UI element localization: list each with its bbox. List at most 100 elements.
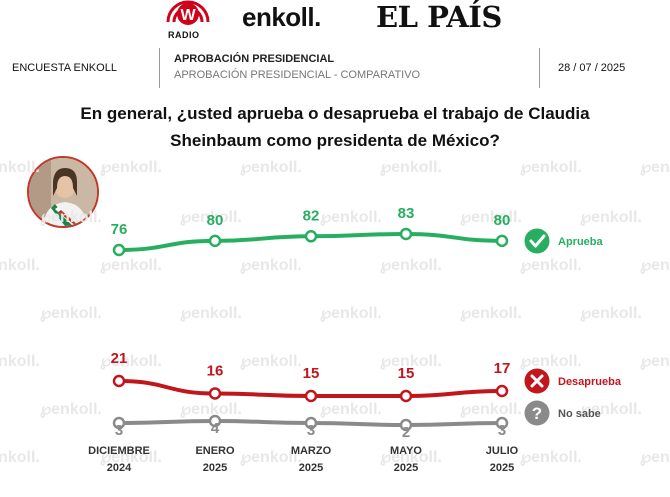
header-bar: ENCUESTA ENKOLL APROBACIÓN PRESIDENCIAL … <box>0 48 670 88</box>
survey-date: 28 / 07 / 2025 <box>558 62 626 74</box>
w-radio-logo: W <box>166 0 210 25</box>
question-line-1: En general, ¿usted aprueba o desaprueba … <box>80 104 590 123</box>
watermark-text: ℘enkoll. <box>520 159 582 176</box>
data-point <box>112 416 126 430</box>
data-point <box>495 416 509 430</box>
watermark-text: ℘enkoll. <box>240 257 302 274</box>
enkoll-logo: enkoll. <box>242 2 321 32</box>
watermark-text: ℘enkoll. <box>0 353 40 370</box>
x-tick-label: MARZO <box>291 445 332 457</box>
watermark-text: ℘enkoll. <box>640 257 670 274</box>
data-point <box>399 227 413 241</box>
data-label: 4 <box>211 420 220 437</box>
data-label: 76 <box>111 221 128 238</box>
watermark-text: ℘enkoll. <box>40 305 102 322</box>
chart-title: APROBACIÓN PRESIDENCIAL <box>174 53 335 65</box>
data-point <box>495 384 509 398</box>
legend-label: Desaprueba <box>558 376 622 388</box>
question-icon <box>524 400 550 426</box>
legend-item-aprueba: Aprueba <box>524 228 604 254</box>
watermark-text: ℘enkoll. <box>240 449 302 466</box>
watermark-text: ℘enkoll. <box>0 449 40 466</box>
data-label: 16 <box>207 363 224 380</box>
watermark-text: ℘enkoll. <box>640 449 670 466</box>
watermark-text: ℘enkoll. <box>640 159 670 176</box>
data-label: 82 <box>303 207 320 224</box>
watermark-text: ℘enkoll. <box>380 353 442 370</box>
watermark-text: ℘enkoll. <box>580 305 642 322</box>
check-icon <box>524 228 550 254</box>
data-point <box>304 416 318 430</box>
watermark-text: ℘enkoll. <box>0 159 40 176</box>
x-tick-label: 2024 <box>107 462 132 474</box>
watermark-text: ℘enkoll. <box>380 159 442 176</box>
watermark-text: ℘enkoll. <box>460 401 522 418</box>
data-label: 17 <box>494 360 511 377</box>
svg-text:?: ? <box>532 404 542 423</box>
question-text: En general, ¿usted aprueba o desaprueba … <box>0 100 670 154</box>
data-label: 3 <box>498 422 506 439</box>
logo-bar: W RADIO enkoll. EL PAÍS <box>0 0 670 44</box>
watermark-text: ℘enkoll. <box>380 449 442 466</box>
data-label: 3 <box>307 422 315 439</box>
watermark-text: ℘enkoll. <box>240 353 302 370</box>
legend-label: Aprueba <box>558 236 604 248</box>
watermark-text: ℘enkoll. <box>320 209 382 226</box>
watermark-text: ℘enkoll. <box>100 449 162 466</box>
watermark-text: ℘enkoll. <box>100 257 162 274</box>
data-point <box>208 387 222 400</box>
data-point <box>304 230 318 243</box>
svg-text:W: W <box>180 7 196 24</box>
data-label: 83 <box>398 205 415 222</box>
x-tick-label: ENERO <box>195 445 235 457</box>
president-avatar <box>27 156 99 228</box>
data-label: 15 <box>398 365 415 382</box>
x-tick-label: DICIEMBRE <box>88 445 150 457</box>
watermark-text: ℘enkoll. <box>580 209 642 226</box>
watermark-text: ℘enkoll. <box>320 305 382 322</box>
elpais-logo: EL PAÍS <box>376 0 502 34</box>
radio-label: RADIO <box>168 30 200 40</box>
x-tick-label: 2025 <box>299 462 323 474</box>
data-point <box>208 414 222 428</box>
watermark-text: ℘enkoll. <box>380 257 442 274</box>
watermark-text: ℘enkoll. <box>580 401 642 418</box>
watermark-text: ℘enkoll. <box>100 159 162 176</box>
watermark-text: ℘enkoll. <box>320 401 382 418</box>
data-point <box>112 374 126 388</box>
legend-item-no-sabe: ? No sabe <box>524 400 601 426</box>
data-label: 21 <box>111 350 128 367</box>
x-tick-label: JULIO <box>486 445 519 457</box>
survey-label: ENCUESTA ENKOLL <box>12 62 117 74</box>
watermark-text: ℘enkoll. <box>640 353 670 370</box>
watermark-text: ℘enkoll. <box>40 401 102 418</box>
data-label: 15 <box>303 365 320 382</box>
watermark-text: ℘enkoll. <box>460 209 522 226</box>
x-tick-label: 2025 <box>203 462 227 474</box>
watermark-text: ℘enkoll. <box>520 257 582 274</box>
data-label: 80 <box>494 212 511 229</box>
watermark-text: ℘enkoll. <box>460 305 522 322</box>
header-divider <box>539 48 540 88</box>
data-point <box>495 234 509 248</box>
watermark-text: ℘enkoll. <box>180 209 242 226</box>
watermark-text: ℘enkoll. <box>240 159 302 176</box>
data-point <box>112 243 126 257</box>
watermark-text: ℘enkoll. <box>0 257 40 274</box>
watermark-text: ℘enkoll. <box>180 401 242 418</box>
watermark-text: ℘enkoll. <box>40 209 102 226</box>
data-point <box>399 418 413 432</box>
x-tick-label: 2025 <box>394 462 418 474</box>
data-point <box>208 234 222 248</box>
x-tick-label: MAYO <box>390 445 422 457</box>
watermark-text: ℘enkoll. <box>180 305 242 322</box>
data-point <box>399 389 413 403</box>
data-label: 3 <box>115 422 123 439</box>
chart-subtitle: APROBACIÓN PRESIDENCIAL - COMPARATIVO <box>174 69 421 81</box>
legend-item-desaprueba: Desaprueba <box>524 368 622 394</box>
legend-label: No sabe <box>558 408 601 420</box>
data-label: 2 <box>402 424 410 441</box>
x-tick-label: 2025 <box>490 462 514 474</box>
header-divider <box>159 48 160 88</box>
